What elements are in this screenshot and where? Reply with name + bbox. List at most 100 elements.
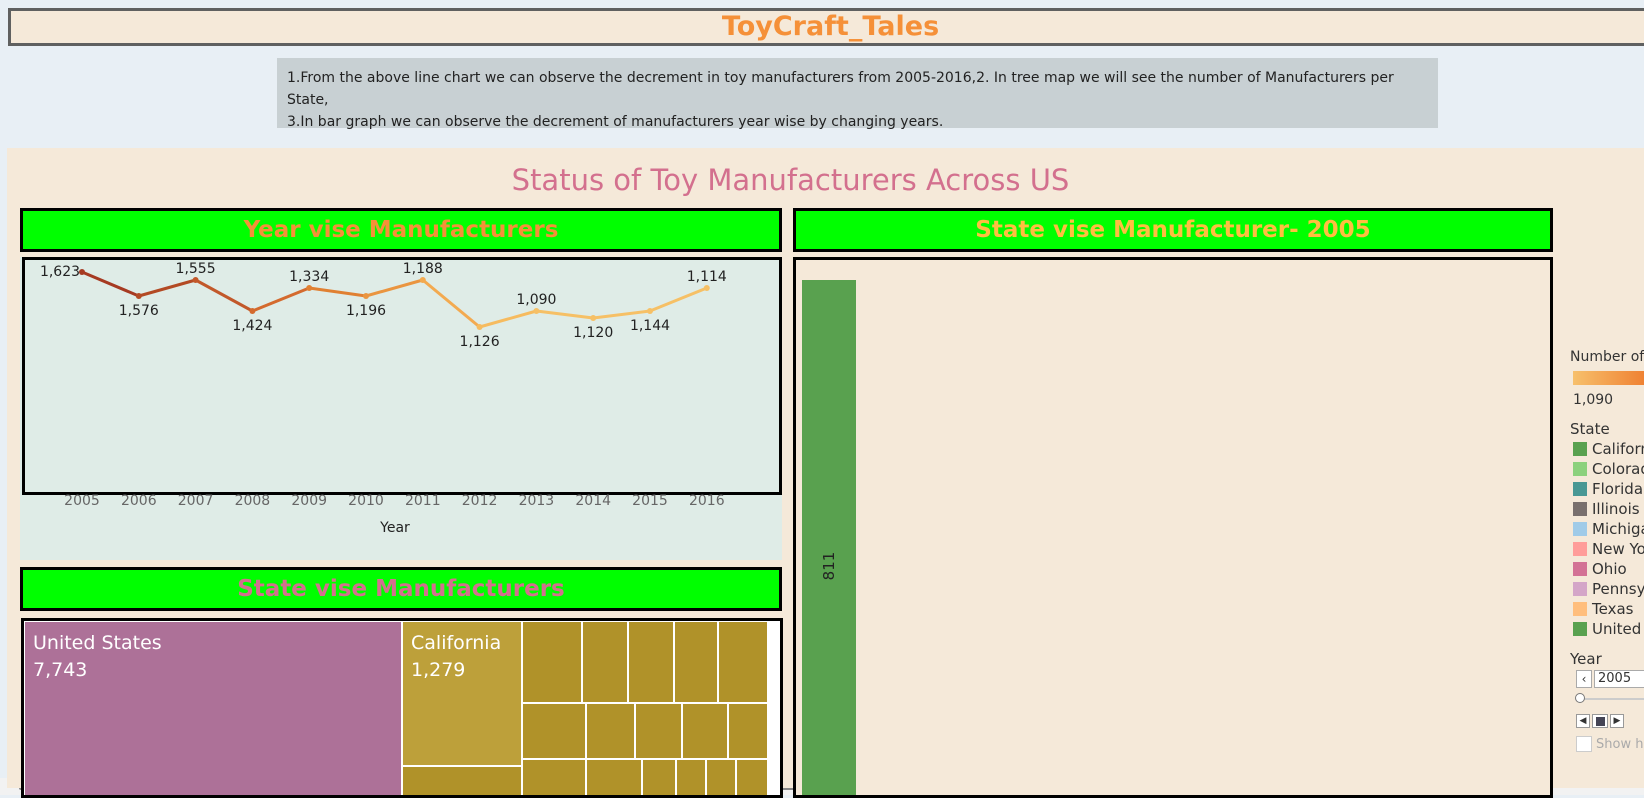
treemap-cell-california[interactable]: California 1,279 — [402, 621, 522, 766]
data-label: 1,144 — [630, 318, 670, 334]
line-segment — [138, 278, 197, 298]
data-label: 1,334 — [289, 269, 329, 285]
legend-label: Texas — [1592, 600, 1634, 618]
line-plot-area — [22, 257, 782, 495]
treemap-cell[interactable] — [522, 759, 586, 795]
data-label: 1,623 — [40, 264, 80, 280]
data-label: 1,424 — [232, 318, 272, 334]
x-tick-label: 2015 — [632, 493, 668, 509]
state-legend-item[interactable]: Ohio — [1573, 560, 1627, 580]
data-label: 1,090 — [516, 292, 556, 308]
x-tick-label: 2009 — [291, 493, 327, 509]
state-legend-item[interactable]: Illinois — [1573, 500, 1640, 520]
line-point[interactable] — [533, 308, 540, 314]
line-segment — [81, 270, 140, 298]
year-prev-button[interactable]: ‹ — [1576, 670, 1592, 688]
line-point[interactable] — [703, 285, 710, 291]
treemap-cell[interactable] — [635, 703, 682, 759]
line-point[interactable] — [647, 308, 653, 314]
dashboard-panel: Status of Toy Manufacturers Across US Ye… — [7, 148, 1644, 798]
data-label: 1,196 — [346, 303, 386, 319]
state-legend-item[interactable]: Texas — [1573, 600, 1633, 620]
treemap-label: California 1,279 — [411, 630, 501, 684]
year-select[interactable]: 2005 — [1594, 670, 1644, 688]
x-tick-label: 2014 — [575, 493, 611, 509]
line-segment — [649, 286, 708, 313]
state-legend-title: State — [1570, 420, 1610, 438]
x-tick-label: 2008 — [235, 493, 271, 509]
treemap-name: California — [411, 632, 502, 654]
state-legend-item[interactable]: Californ — [1573, 440, 1644, 460]
state-legend-item[interactable]: United — [1573, 620, 1641, 640]
treemap-cell[interactable] — [682, 703, 728, 759]
bar-chart-panel: 811 — [793, 257, 1553, 798]
line-segment — [421, 278, 481, 329]
state-legend-item[interactable]: Pennsy — [1573, 580, 1644, 600]
year-slider-handle[interactable] — [1575, 693, 1585, 703]
bar-chart: 811 — [802, 280, 856, 795]
legend-swatch — [1573, 522, 1587, 536]
data-label: 1,188 — [403, 261, 443, 277]
treemap-cell[interactable] — [718, 621, 768, 703]
description-box: 1.From the above line chart we can obser… — [277, 58, 1438, 130]
state-legend-item[interactable]: Michiga — [1573, 520, 1644, 540]
line-point[interactable] — [419, 277, 426, 283]
treemap-cell-united-states[interactable]: United States 7,743 — [24, 621, 402, 795]
legend-label: Illinois — [1592, 500, 1640, 518]
stop-button[interactable] — [1592, 714, 1608, 728]
play-back-button[interactable]: ◀ — [1576, 714, 1590, 728]
state-legend-item[interactable]: New Yo — [1573, 540, 1644, 560]
bar-chart-header: State vise Manufacturer- 2005 — [793, 208, 1553, 252]
treemap-cell[interactable] — [586, 759, 642, 795]
treemap-cell[interactable] — [728, 703, 768, 759]
line-point[interactable] — [590, 315, 597, 321]
x-tick-label: 2016 — [689, 493, 725, 509]
legend-label: New Yo — [1592, 540, 1644, 558]
treemap-cell[interactable] — [522, 621, 582, 703]
state-legend-item[interactable]: Colorad — [1573, 460, 1644, 480]
legend-label: Ohio — [1592, 560, 1627, 578]
bar[interactable] — [802, 280, 856, 795]
state-legend-item[interactable]: Florida — [1573, 480, 1643, 500]
treemap-value: 7,743 — [33, 659, 88, 681]
x-tick-label: 2010 — [348, 493, 384, 509]
legend-swatch — [1573, 442, 1587, 456]
show-history-checkbox[interactable] — [1576, 736, 1592, 752]
treemap-cell[interactable] — [736, 759, 768, 795]
legend-label: United — [1592, 620, 1642, 638]
treemap-cell[interactable] — [674, 621, 718, 703]
treemap-cell[interactable] — [582, 621, 628, 703]
year-slider-track[interactable] — [1576, 698, 1644, 700]
line-point[interactable] — [476, 324, 483, 330]
legend-panel: Number of 1,090 State Californ Colorad Flo… — [1564, 348, 1644, 778]
page-title: ToyCraft_Tales — [8, 8, 1644, 46]
legend-swatch — [1573, 482, 1587, 496]
treemap-cell[interactable] — [522, 703, 586, 759]
treemap-name: United States — [33, 632, 162, 654]
line-point[interactable] — [306, 285, 313, 291]
data-label: 1,576 — [119, 303, 159, 319]
treemap-cell[interactable] — [706, 759, 736, 795]
line-point[interactable] — [249, 308, 256, 314]
treemap-cell[interactable] — [586, 703, 635, 759]
line-point[interactable] — [79, 269, 85, 275]
color-legend-min: 1,090 — [1573, 392, 1614, 408]
stop-icon — [1595, 717, 1605, 726]
treemap-header: State vise Manufacturers — [20, 567, 782, 611]
line-segment — [479, 309, 537, 329]
line-point[interactable] — [363, 293, 369, 299]
treemap-cell[interactable] — [402, 766, 522, 795]
legend-label: Florida — [1592, 480, 1644, 498]
treemap-cell[interactable] — [642, 759, 676, 795]
x-tick-label: 2011 — [405, 493, 441, 509]
treemap-cell[interactable] — [676, 759, 706, 795]
play-forward-button[interactable]: ▶ — [1610, 714, 1624, 728]
line-segment — [536, 309, 594, 320]
treemap-cell[interactable] — [628, 621, 674, 703]
treemap-value: 1,279 — [411, 659, 466, 681]
line-point[interactable] — [192, 277, 199, 283]
line-segment — [251, 286, 310, 313]
legend-label: Pennsy — [1592, 580, 1644, 598]
line-point[interactable] — [135, 293, 142, 299]
line-segment — [194, 278, 254, 313]
